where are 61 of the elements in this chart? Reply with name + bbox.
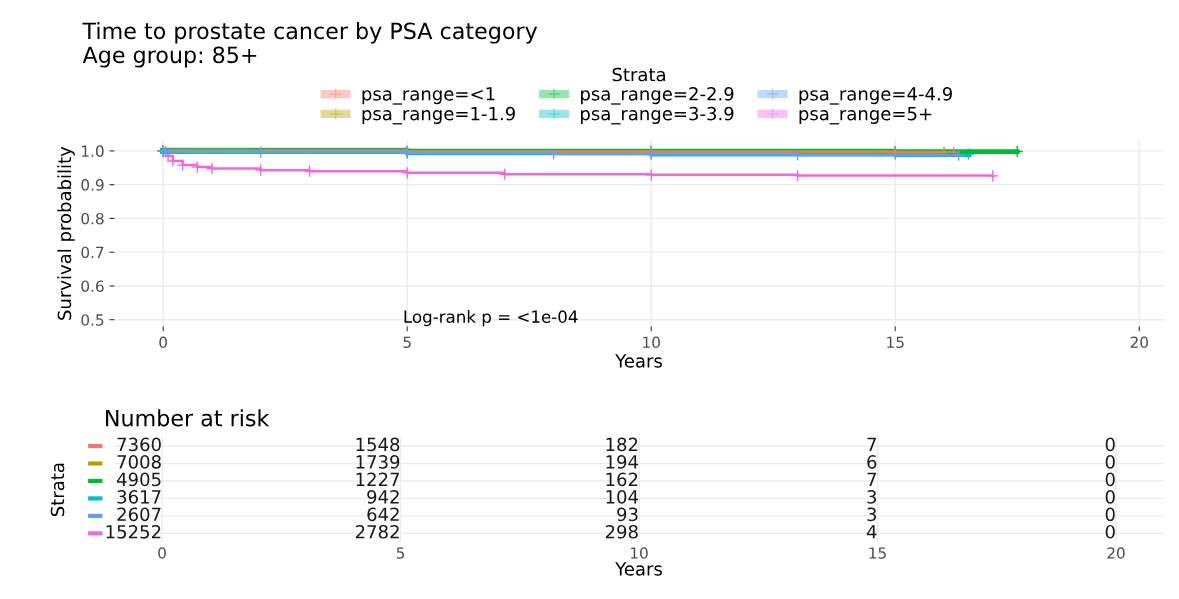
data-label: 3 bbox=[867, 507, 877, 522]
data-label: 298 bbox=[605, 524, 638, 539]
x-tick-label: 5 bbox=[403, 336, 411, 348]
x-tick-label: 0 bbox=[158, 547, 166, 559]
data-label: 1548 bbox=[356, 437, 400, 452]
data-label: 0 bbox=[1105, 437, 1115, 452]
x-tick-label: 15 bbox=[869, 547, 886, 559]
legend-title: Strata bbox=[612, 67, 665, 82]
y-tick-label: 0.6 bbox=[81, 280, 104, 292]
data-label: 7 bbox=[867, 472, 876, 486]
y-tick-label: 0.5 bbox=[81, 314, 104, 326]
x-tick-label: 0 bbox=[159, 336, 168, 348]
data-label: 2607 bbox=[117, 507, 161, 522]
chart-title: Time to prostate cancer by PSA category bbox=[82, 22, 538, 44]
data-label: 4905 bbox=[116, 472, 161, 487]
data-label: 15252 bbox=[106, 524, 161, 539]
data-label: 2782 bbox=[355, 524, 399, 539]
data-label: 194 bbox=[606, 455, 638, 469]
legend-label: psa_range=5+ bbox=[799, 106, 932, 125]
chart-title: Number at risk bbox=[106, 409, 270, 427]
data-label: 6 bbox=[867, 455, 877, 469]
data-label: 7008 bbox=[117, 455, 161, 469]
x-axis-title: Years bbox=[615, 562, 662, 576]
data-label: 0 bbox=[1105, 490, 1115, 504]
annotation: Log-rank p = <1e-04 bbox=[404, 310, 578, 327]
data-label: 104 bbox=[606, 490, 638, 504]
data-label: 0 bbox=[1105, 524, 1115, 539]
data-label: 4 bbox=[866, 525, 877, 539]
legend-label: psa_range=3-3.9 bbox=[581, 106, 734, 125]
data-label: 1227 bbox=[356, 472, 399, 486]
y-tick-label: 0.8 bbox=[81, 212, 104, 225]
data-label: 642 bbox=[367, 507, 399, 522]
legend-label: psa_range=2-2.9 bbox=[581, 86, 734, 105]
data-label: 1739 bbox=[356, 455, 400, 469]
data-label: 7360 bbox=[117, 437, 161, 452]
data-label: 3 bbox=[867, 490, 877, 504]
x-tick-label: 10 bbox=[643, 336, 660, 348]
data-label: 0 bbox=[1105, 455, 1115, 469]
x-tick-label: 10 bbox=[630, 547, 648, 559]
x-axis-title: Years bbox=[615, 354, 662, 368]
y-tick-label: 0.9 bbox=[81, 179, 104, 191]
y-tick-label: 1.0 bbox=[82, 145, 104, 157]
y-tick-label: 0.7 bbox=[81, 246, 104, 259]
x-tick-label: 20 bbox=[1107, 547, 1125, 559]
data-label: 0 bbox=[1105, 507, 1115, 522]
x-tick-label: 15 bbox=[887, 336, 904, 348]
data-label: 162 bbox=[606, 472, 638, 487]
data-label: 942 bbox=[367, 490, 399, 504]
y-axis-title: Survival probability bbox=[57, 146, 75, 320]
data-label: 93 bbox=[617, 507, 638, 522]
data-label: 3617 bbox=[117, 490, 161, 504]
chart-subtitle: Age group: 85+ bbox=[82, 46, 257, 68]
data-label: 0 bbox=[1105, 472, 1115, 487]
legend-label: psa_range=1-1.9 bbox=[362, 106, 515, 125]
x-tick-label: 5 bbox=[396, 547, 405, 559]
x-tick-label: 20 bbox=[1130, 336, 1148, 348]
data-label: 7 bbox=[867, 437, 876, 451]
legend-label: psa_range=<1 bbox=[362, 87, 495, 105]
legend-label: psa_range=4-4.9 bbox=[799, 86, 952, 105]
y-axis-title: Strata bbox=[50, 463, 65, 517]
data-label: 182 bbox=[606, 437, 638, 452]
